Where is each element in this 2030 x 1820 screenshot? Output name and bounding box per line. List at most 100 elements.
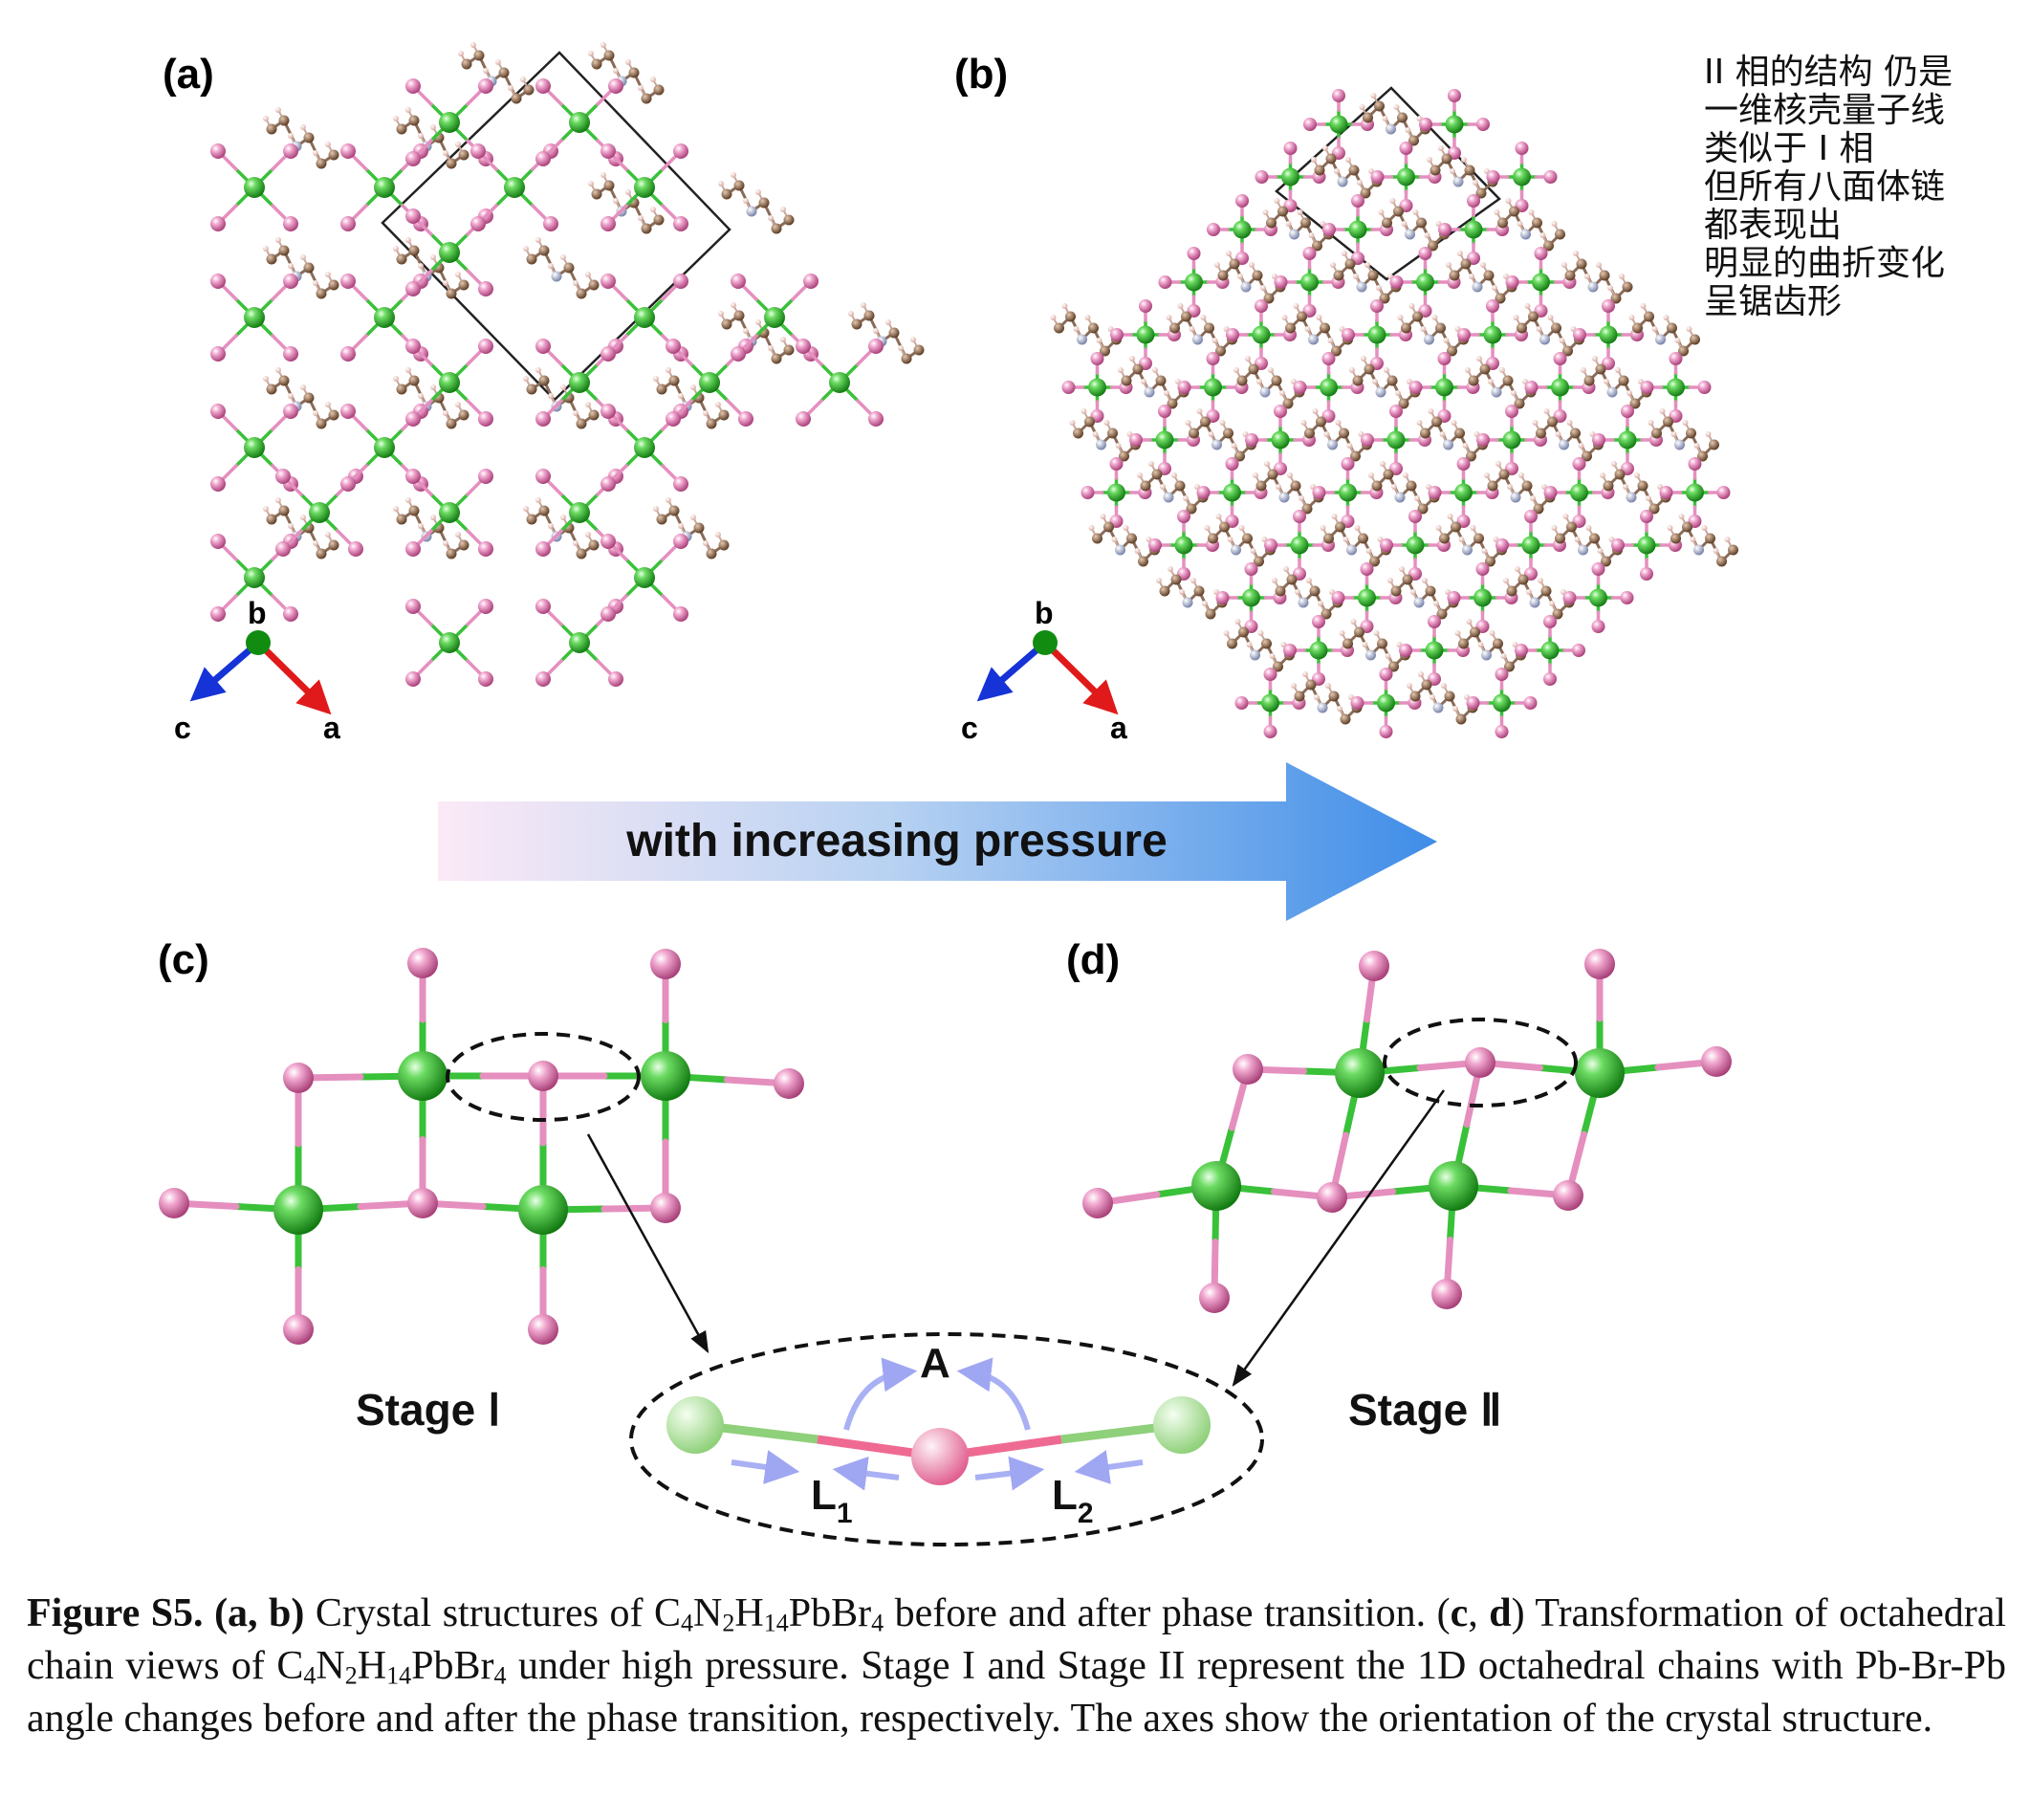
h-atom xyxy=(1364,262,1370,268)
h-atom xyxy=(275,497,281,503)
br-atom xyxy=(405,541,421,557)
h-atom xyxy=(1407,683,1412,689)
br-atom xyxy=(1379,725,1393,738)
h-atom xyxy=(455,272,461,277)
br-atom xyxy=(1523,696,1538,710)
br-atom xyxy=(1129,433,1143,447)
c-atom xyxy=(1248,363,1259,375)
pb-atom xyxy=(829,372,850,393)
n-atom xyxy=(1327,439,1338,450)
pb-atom xyxy=(1686,483,1704,502)
h-atom xyxy=(718,181,724,186)
zoom-ellipse xyxy=(629,1332,1264,1546)
n-atom xyxy=(1472,281,1483,293)
c-atom xyxy=(1599,270,1610,281)
c-atom xyxy=(1360,187,1371,199)
h-atom xyxy=(768,215,774,221)
h-atom xyxy=(1268,367,1274,373)
h-atom xyxy=(1481,548,1488,554)
br-atom xyxy=(1302,247,1317,260)
h-atom xyxy=(1368,472,1374,478)
pb-atom xyxy=(1513,167,1531,186)
h-atom xyxy=(1408,303,1415,309)
pb-atom xyxy=(1473,588,1492,607)
br-atom xyxy=(1592,433,1605,447)
pb-atom xyxy=(1252,325,1271,344)
c-atom xyxy=(1277,206,1288,217)
axis-b-dot xyxy=(1033,630,1058,655)
br-atom xyxy=(405,671,421,687)
h-atom xyxy=(1573,251,1579,256)
h-atom xyxy=(1539,232,1546,238)
h-atom xyxy=(1403,472,1408,478)
c-atom xyxy=(1686,428,1696,439)
h-atom xyxy=(288,133,294,139)
c-atom xyxy=(1390,585,1402,597)
h-atom xyxy=(313,410,318,416)
h-atom xyxy=(690,384,696,390)
pb-atom xyxy=(1367,325,1386,344)
br-atom xyxy=(210,476,226,492)
br-atom xyxy=(1524,381,1539,394)
c-atom xyxy=(526,253,537,265)
h-atom xyxy=(1395,390,1401,396)
br-atom xyxy=(1255,170,1269,184)
c-atom xyxy=(278,375,290,386)
br-atom xyxy=(407,948,438,978)
br-atom xyxy=(348,541,363,557)
c-atom xyxy=(1350,450,1361,462)
chinese-annotation-note: II 相的结构 仍是 一维核壳量子线 类似于 I 相 但所有八面体链 都表现出 … xyxy=(1704,54,2019,321)
br-atom xyxy=(340,143,356,159)
br-atom xyxy=(1466,696,1480,710)
c-atom xyxy=(526,384,537,395)
br-atom xyxy=(1233,1054,1263,1085)
h-atom xyxy=(1410,589,1416,595)
br-atom xyxy=(1505,275,1519,289)
h-atom xyxy=(1470,525,1476,531)
h-atom xyxy=(1308,232,1315,238)
n-atom xyxy=(1539,334,1550,345)
pb-atom xyxy=(1155,430,1174,450)
pb-atom xyxy=(439,632,460,653)
pb-atom xyxy=(1300,273,1319,292)
c-atom xyxy=(1589,533,1600,544)
c-atom xyxy=(1285,322,1296,334)
c-atom xyxy=(1388,661,1399,672)
br-atom xyxy=(1370,170,1385,184)
br-atom xyxy=(600,606,616,622)
c-atom xyxy=(1421,679,1432,691)
c-atom xyxy=(1479,363,1491,375)
pb-atom xyxy=(1540,641,1560,660)
c-atom xyxy=(1651,428,1662,439)
n-atom xyxy=(1317,702,1328,713)
c-atom xyxy=(1555,229,1565,240)
h-atom xyxy=(1334,168,1340,174)
c-atom xyxy=(303,392,315,404)
h-atom xyxy=(1061,303,1068,309)
br-atom xyxy=(1332,89,1345,102)
h-atom xyxy=(560,515,566,520)
c-atom xyxy=(1435,322,1446,334)
c-atom xyxy=(1181,311,1191,322)
octahedral-chain-stage-1 xyxy=(159,948,804,1345)
h-atom xyxy=(1494,209,1500,215)
h-atom xyxy=(1185,420,1191,426)
axis-label-a: a xyxy=(323,711,340,745)
h-atom xyxy=(755,319,761,325)
br-atom xyxy=(210,346,226,362)
h-atom xyxy=(1452,706,1458,712)
br-atom xyxy=(1312,486,1326,499)
br-atom xyxy=(650,1193,681,1223)
c-atom xyxy=(1610,293,1622,304)
c-atom xyxy=(1493,638,1503,649)
h-atom xyxy=(1171,472,1177,478)
pb-atom xyxy=(1174,536,1193,555)
c-atom xyxy=(1342,638,1353,649)
c-atom xyxy=(1340,713,1351,725)
c-atom xyxy=(1458,638,1469,649)
c-atom xyxy=(1622,281,1633,293)
h-atom xyxy=(1592,356,1598,362)
br-atom xyxy=(1206,352,1220,365)
h-atom xyxy=(1257,630,1264,636)
